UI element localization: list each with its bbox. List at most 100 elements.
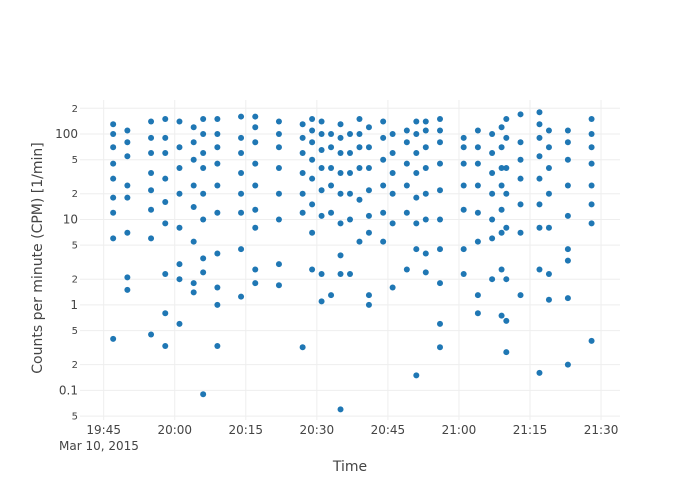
data-point	[328, 182, 335, 189]
data-point	[437, 246, 443, 253]
data-point	[238, 149, 245, 156]
data-point	[337, 121, 344, 128]
data-point	[148, 187, 155, 194]
data-point	[110, 175, 117, 182]
data-point	[489, 276, 496, 283]
data-point	[503, 317, 510, 324]
data-point	[309, 156, 316, 163]
data-point	[200, 190, 207, 197]
data-point	[148, 118, 155, 125]
data-point	[536, 109, 543, 116]
x-tick-label: 19:45	[86, 423, 121, 437]
data-point	[200, 131, 207, 138]
data-point	[380, 238, 387, 245]
data-point	[356, 144, 363, 151]
data-point	[413, 131, 420, 138]
y-tick-label: 10	[63, 212, 78, 226]
data-point	[252, 266, 259, 273]
data-point	[162, 310, 169, 317]
data-point	[110, 131, 117, 138]
data-point	[437, 160, 443, 167]
data-point	[214, 301, 221, 308]
data-point	[148, 149, 155, 156]
data-point	[148, 134, 155, 141]
data-point	[474, 209, 481, 216]
data-point	[536, 201, 543, 208]
data-point	[252, 113, 259, 120]
data-point	[214, 250, 221, 257]
data-point	[328, 165, 335, 172]
data-point	[124, 286, 131, 293]
data-point	[200, 391, 207, 398]
data-point	[328, 131, 335, 138]
data-point	[498, 182, 505, 189]
data-point	[536, 134, 543, 141]
data-point	[422, 127, 429, 134]
data-point	[214, 182, 221, 189]
data-point	[422, 250, 429, 257]
data-point	[365, 165, 372, 172]
data-point	[190, 156, 197, 163]
y-tick-label: 0.1	[59, 383, 78, 397]
data-point	[337, 169, 344, 176]
data-point	[318, 298, 325, 305]
data-point	[545, 190, 552, 197]
data-point	[328, 144, 335, 151]
x-axis-ticks: 19:45 20:00 20:15 20:30 20:45 21:00 21:15 21:30	[86, 423, 618, 437]
data-point	[564, 361, 571, 368]
data-point	[275, 144, 282, 151]
data-point	[437, 344, 443, 351]
data-point	[200, 216, 207, 223]
data-point	[238, 190, 245, 197]
data-point	[545, 224, 552, 231]
data-point	[190, 289, 197, 296]
x-tick-label: 20:15	[228, 423, 263, 437]
data-point	[275, 131, 282, 138]
data-point	[564, 127, 571, 134]
data-point	[474, 238, 481, 245]
data-point	[588, 160, 595, 167]
data-point	[403, 209, 410, 216]
data-point	[176, 165, 183, 172]
data-point	[337, 271, 344, 278]
data-point	[460, 144, 467, 151]
data-point	[200, 115, 207, 122]
y-tick-label: 100	[55, 127, 78, 141]
data-point	[337, 406, 344, 413]
data-point	[176, 118, 183, 125]
data-point	[460, 271, 467, 278]
y-minor-tick-label: 5	[72, 326, 78, 337]
data-point	[124, 127, 131, 134]
data-point	[110, 121, 117, 128]
data-point	[389, 220, 396, 227]
data-point	[517, 156, 524, 163]
data-point	[110, 194, 117, 201]
data-point	[176, 276, 183, 283]
data-point	[503, 276, 510, 283]
data-point	[110, 209, 117, 216]
data-point	[517, 201, 524, 208]
data-point	[238, 169, 245, 176]
data-point	[474, 144, 481, 151]
data-point	[309, 175, 316, 182]
data-point	[403, 182, 410, 189]
data-point	[380, 156, 387, 163]
data-point	[517, 229, 524, 236]
data-point	[536, 369, 543, 376]
data-point	[389, 284, 396, 291]
y-axis-ticks: 0.1 1 10 100 5 2 5 2 5 2 5 2	[55, 104, 78, 423]
data-point	[413, 220, 420, 227]
data-point	[110, 160, 117, 167]
y-minor-tick-label: 5	[72, 241, 78, 252]
data-point	[389, 190, 396, 197]
data-point	[389, 131, 396, 138]
data-point	[162, 134, 169, 141]
data-point	[318, 165, 325, 172]
data-point	[413, 118, 420, 125]
data-point	[498, 206, 505, 213]
data-point	[588, 201, 595, 208]
data-point	[356, 115, 363, 122]
data-point	[318, 271, 325, 278]
data-point	[176, 320, 183, 327]
data-point	[299, 169, 306, 176]
